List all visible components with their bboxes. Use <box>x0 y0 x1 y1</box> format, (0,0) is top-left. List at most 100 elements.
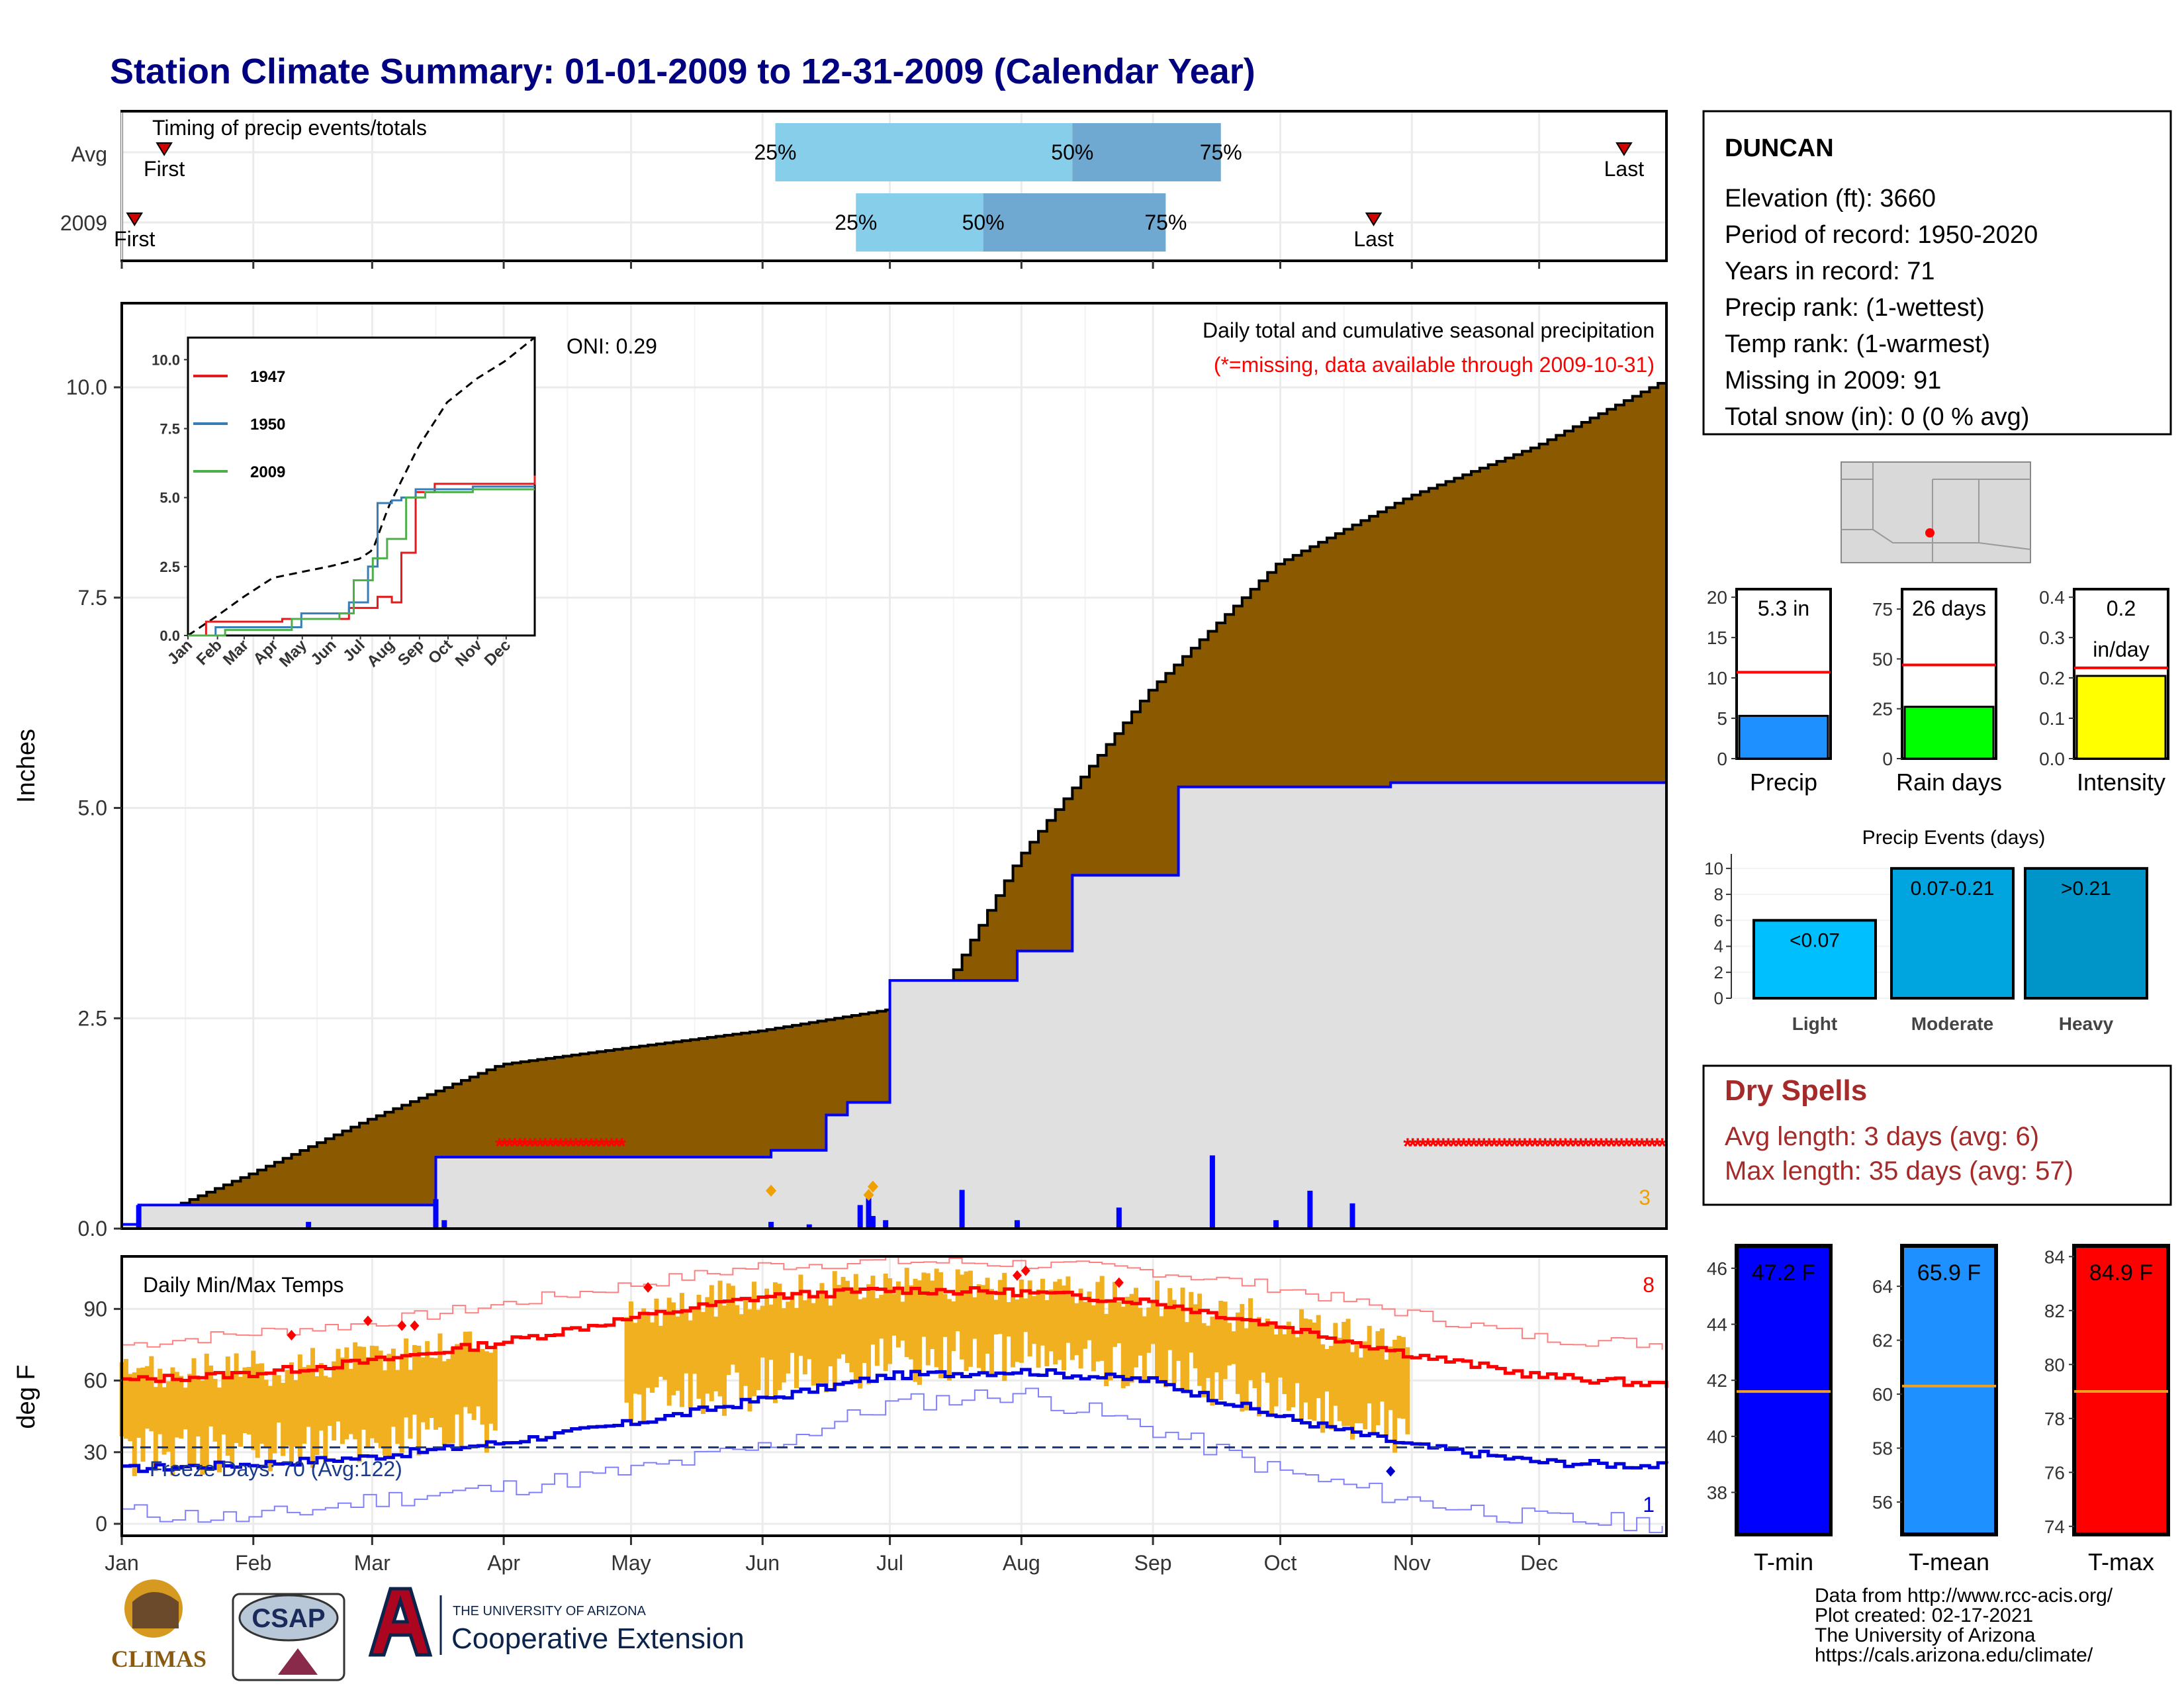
daily-temp-bar <box>1400 1336 1406 1419</box>
missing-mark: * <box>571 1134 580 1159</box>
timing-first-label-1: First <box>114 227 155 251</box>
daily-temp-bar <box>225 1356 230 1456</box>
daily-temp-bar <box>946 1299 952 1381</box>
inset-average-line <box>187 336 535 637</box>
daily-temp-bar <box>976 1284 981 1368</box>
daily-temp-bar <box>1099 1276 1105 1361</box>
month-label-feb: Feb <box>235 1551 271 1575</box>
daily-temp-bar <box>318 1363 324 1431</box>
daily-temp-bar <box>1095 1282 1101 1362</box>
missing-mark: * <box>556 1134 565 1159</box>
mini-bar-value-0: 5.3 in <box>1758 596 1809 620</box>
mini-bar-label-0: Precip <box>1750 769 1817 796</box>
temp-title: Daily Min/Max Temps <box>143 1273 343 1297</box>
temp-summary-tick-label: 82 <box>2044 1301 2065 1321</box>
timing-panel: 25% 50% 75% First Last 25% 50% 75% First Last Tim… <box>60 110 1668 269</box>
daily-temp-bar <box>968 1270 973 1367</box>
daily-temp-bar <box>1345 1319 1351 1427</box>
csap-logo: CSAP <box>232 1593 345 1681</box>
timing-bars: 25% 50% 75% First Last 25% 50% 75% First Last <box>114 123 1644 269</box>
events-tick-label: 10 <box>1704 859 1723 878</box>
events-tick-label: 2 <box>1714 962 1723 982</box>
missing-mark: * <box>1658 1134 1667 1159</box>
daily-precip-bar <box>1273 1220 1279 1229</box>
oni-label: ONI: 0.29 <box>567 334 657 358</box>
daily-precip-bar <box>1209 1155 1215 1229</box>
daily-temp-bar <box>476 1350 481 1407</box>
temp-summary-tick-label: 46 <box>1707 1258 1727 1279</box>
precip-panel: ************************* ***************… <box>13 302 1668 1241</box>
daily-precip-bar <box>870 1215 876 1229</box>
daily-temp-bar <box>195 1378 201 1436</box>
temp-y-label: deg F <box>13 1364 40 1429</box>
daily-temp-bar <box>1057 1279 1062 1360</box>
temp-summary-tick-label: 44 <box>1707 1315 1727 1335</box>
daily-temp-bar <box>123 1358 128 1439</box>
daily-temp-bar <box>1367 1325 1372 1404</box>
timing-bar-lower-0 <box>775 123 1073 181</box>
daily-precip-bar <box>1116 1207 1122 1229</box>
timing-p25-label: 25% <box>754 140 796 164</box>
events-bar-light <box>1752 919 1877 1000</box>
daily-temp-bar <box>467 1331 473 1414</box>
temperature-summary-bars: 38 40 42 44 46 47.2 F T-min 56 58 60 62 64 65.9 F T-m… <box>1707 1244 2170 1575</box>
daily-temp-bar <box>327 1377 332 1427</box>
missing-mark: * <box>521 1134 530 1159</box>
daily-temp-bar <box>883 1274 888 1372</box>
inset-series-line-1950 <box>188 485 535 637</box>
daily-temp-bar <box>866 1284 872 1385</box>
daily-temp-bar <box>1240 1304 1245 1412</box>
footer-line-2: Plot created: 02-17-2021 <box>1815 1605 2033 1626</box>
mini-bar-intensity <box>2075 675 2167 760</box>
station-frame <box>1702 110 2172 436</box>
precip-y-label: Inches <box>13 729 40 803</box>
record-high-marker <box>1021 1265 1030 1276</box>
daily-temp-bar <box>1269 1323 1275 1417</box>
missing-mark: * <box>1403 1134 1412 1159</box>
events-tick-label: 6 <box>1714 910 1723 930</box>
daily-temp-bar <box>895 1281 901 1348</box>
missing-mark: * <box>1535 1134 1545 1159</box>
missing-mark: * <box>1525 1134 1535 1159</box>
daily-temp-bar <box>879 1295 884 1339</box>
missing-mark: * <box>525 1134 535 1159</box>
daily-temp-bar <box>747 1309 752 1412</box>
missing-mark: * <box>541 1134 550 1159</box>
daily-temp-bar <box>1363 1341 1368 1430</box>
precip-ytick-label-1: 2.5 <box>78 1006 107 1030</box>
inset-ytick-label: 2.5 <box>159 559 180 575</box>
daily-temp-bar <box>1180 1288 1185 1388</box>
daily-temp-bar <box>756 1309 761 1391</box>
daily-temp-bar <box>488 1352 494 1424</box>
temp-y-axis: 0 30 60 90 <box>83 1297 122 1536</box>
missing-mark: * <box>1576 1134 1586 1159</box>
daily-temp-bar <box>332 1361 337 1441</box>
station-detail-line: Temp rank: (1-warmest) <box>1725 330 1990 358</box>
daily-temp-bar <box>705 1297 710 1394</box>
daily-temp-bar <box>1235 1312 1240 1394</box>
daily-precip-bar <box>857 1205 863 1229</box>
daily-temp-bar <box>1083 1301 1088 1349</box>
daily-temp-bar <box>369 1345 375 1438</box>
mini-bar-tick-label: 0 <box>1717 749 1727 769</box>
timing-row-avg-label: Avg <box>71 142 107 166</box>
mini-bar-value-1: 26 days <box>1912 596 1986 620</box>
daily-temp-bar <box>251 1350 256 1450</box>
daily-precip-bar <box>1307 1190 1313 1229</box>
daily-temp-bar <box>361 1346 366 1430</box>
precip-event-marker <box>863 1189 874 1201</box>
daily-temp-bar <box>293 1380 298 1447</box>
daily-temp-bar <box>420 1357 426 1423</box>
missing-mark: * <box>1612 1134 1621 1159</box>
daily-temp-bar <box>234 1353 239 1443</box>
daily-temp-bar <box>1189 1291 1194 1353</box>
daily-temp-bar <box>904 1268 909 1358</box>
daily-temp-bar <box>1303 1318 1308 1403</box>
daily-temp-bar <box>853 1274 858 1384</box>
month-label-oct: Oct <box>1264 1551 1297 1575</box>
daily-temp-bar <box>709 1285 714 1401</box>
daily-temp-bar <box>1201 1323 1206 1397</box>
daily-temp-bar <box>730 1286 735 1365</box>
daily-temp-bar <box>480 1348 485 1425</box>
daily-temp-bar <box>390 1348 396 1427</box>
